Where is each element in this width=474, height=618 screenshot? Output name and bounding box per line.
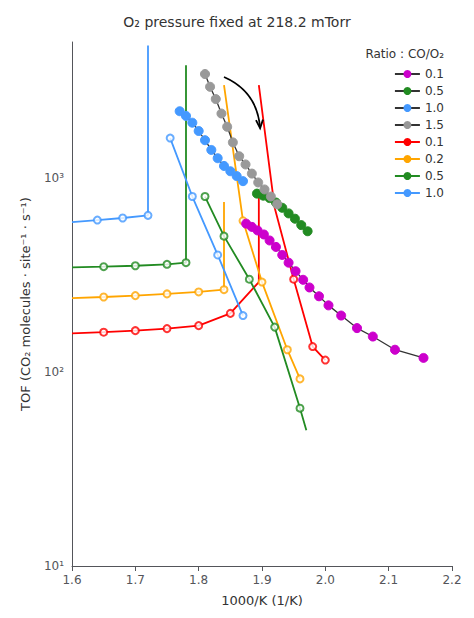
svg-text:0.1: 0.1 <box>425 67 444 81</box>
svg-text:0.2: 0.2 <box>425 152 444 166</box>
svg-text:0.5: 0.5 <box>425 169 444 183</box>
svg-text:1.9: 1.9 <box>252 573 271 587</box>
svg-text:2.2: 2.2 <box>442 573 461 587</box>
svg-text:1.7: 1.7 <box>126 573 145 587</box>
svg-text:O₂ pressure fixed at 218.2 mTo: O₂ pressure fixed at 218.2 mTorr <box>123 14 351 30</box>
svg-text:10²: 10² <box>44 365 64 379</box>
svg-text:0.5: 0.5 <box>425 84 444 98</box>
svg-text:1000/K (1/K): 1000/K (1/K) <box>221 593 302 608</box>
svg-text:1.0: 1.0 <box>425 101 444 115</box>
svg-text:2.1: 2.1 <box>379 573 398 587</box>
svg-text:1.8: 1.8 <box>189 573 208 587</box>
svg-text:1.6: 1.6 <box>62 573 81 587</box>
svg-text:10¹: 10¹ <box>44 559 64 573</box>
svg-text:1.5: 1.5 <box>425 118 444 132</box>
svg-text:0.1: 0.1 <box>425 135 444 149</box>
svg-text:2.0: 2.0 <box>316 573 335 587</box>
svg-text:10³: 10³ <box>44 171 64 185</box>
svg-text:Ratio : CO/O₂: Ratio : CO/O₂ <box>365 47 444 61</box>
svg-text:1.0: 1.0 <box>425 186 444 200</box>
svg-text:TOF (CO₂ molecules · site⁻¹ ·: TOF (CO₂ molecules · site⁻¹ · s⁻¹) <box>18 197 33 412</box>
